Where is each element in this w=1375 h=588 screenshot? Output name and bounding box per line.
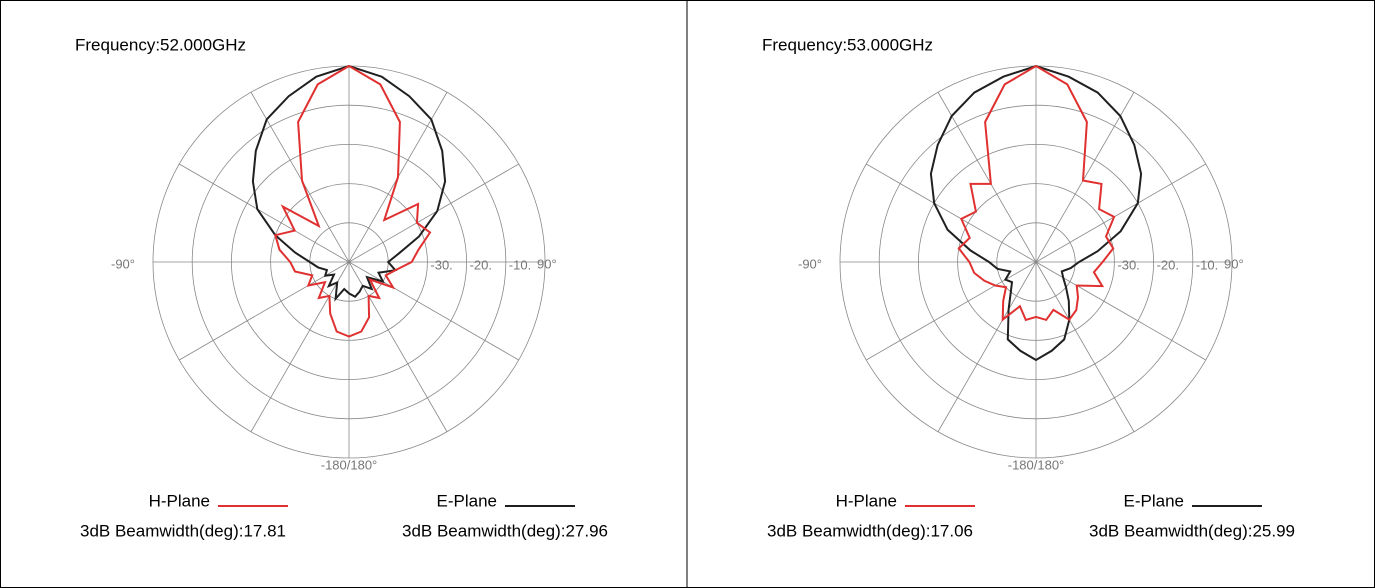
chart-title: Frequency:53.000GHz (762, 35, 933, 54)
theta-label: -90° (798, 256, 822, 271)
theta-label: -90° (111, 256, 135, 271)
r-tick-label: -30. (430, 257, 452, 272)
legend-label: E-Plane (1124, 491, 1184, 510)
spoke (937, 261, 1037, 432)
r-tick-label: -10. (1196, 257, 1218, 272)
spoke (250, 261, 350, 432)
legend-label: H-Plane (836, 491, 897, 510)
spoke (348, 261, 519, 361)
spoke (348, 261, 448, 432)
beamwidth-label: 3dB Beamwidth(deg):17.81 (80, 521, 286, 540)
legend-label: E-Plane (437, 491, 497, 510)
spoke (937, 92, 1037, 263)
spoke (1035, 92, 1135, 263)
beamwidth-label: 3dB Beamwidth(deg):27.96 (402, 521, 608, 540)
spoke (348, 163, 519, 263)
theta-label: -180/180° (1008, 457, 1065, 472)
beamwidth-label: 3dB Beamwidth(deg):17.06 (767, 521, 973, 540)
spoke (866, 261, 1037, 361)
spoke (179, 261, 350, 361)
spoke (179, 163, 350, 263)
theta-label: 90° (537, 256, 557, 271)
theta-label: -180/180° (321, 457, 378, 472)
chart-title: Frequency:52.000GHz (75, 35, 246, 54)
r-tick-label: -20. (470, 257, 492, 272)
theta-label: 90° (1224, 256, 1244, 271)
r-tick-label: -30. (1117, 257, 1139, 272)
pattern-line (957, 64, 1116, 322)
legend-label: H-Plane (149, 491, 210, 510)
beamwidth-label: 3dB Beamwidth(deg):25.99 (1089, 521, 1295, 540)
pattern-line (274, 64, 432, 338)
spoke (866, 163, 1037, 263)
spoke (1035, 261, 1135, 432)
r-tick-label: -10. (509, 257, 531, 272)
spoke (1035, 163, 1206, 263)
r-tick-label: -20. (1157, 257, 1179, 272)
